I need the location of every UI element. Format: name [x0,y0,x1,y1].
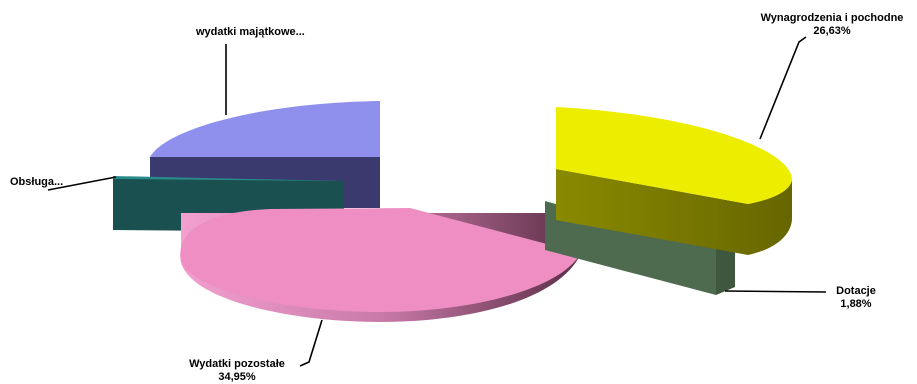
slice-top [556,107,792,204]
label-value: 34,95% [218,371,256,383]
label-name: wydatki majątkowe... [196,26,305,38]
slice-side-right [716,243,735,295]
label-name: Wydatki pozostałe [189,358,285,370]
label-wydatki-majatkowe: wydatki majątkowe... [196,26,305,39]
label-wynagrodzenia: Wynagrodzenia i pochodne 26,63% [752,12,912,38]
label-value: 1,88% [840,298,872,310]
leader-obsluga [47,176,117,191]
label-value: 26,63% [813,25,851,37]
label-name: Dotacje [836,285,876,297]
leader-dotacje [724,290,827,293]
leader-wynagrodzenia [759,36,807,140]
slice-side [556,169,792,255]
slice-top [180,208,581,312]
leader-lines [47,36,827,367]
label-dotacje: Dotacje 1,88% [826,285,886,311]
slice-wynagrodzenia [556,107,792,255]
slice-wydatki-pozostale [180,208,581,322]
label-obsluga: Obsługa... [10,176,63,189]
label-name: Obsługa... [10,176,64,188]
label-name: Wynagrodzenia i pochodne [760,12,904,24]
leader-wydatki-pozostale [299,319,323,367]
slice-top [113,176,344,181]
label-wydatki-pozostale: Wydatki pozostałe 34,95% [176,358,298,384]
slice-top [150,101,380,157]
